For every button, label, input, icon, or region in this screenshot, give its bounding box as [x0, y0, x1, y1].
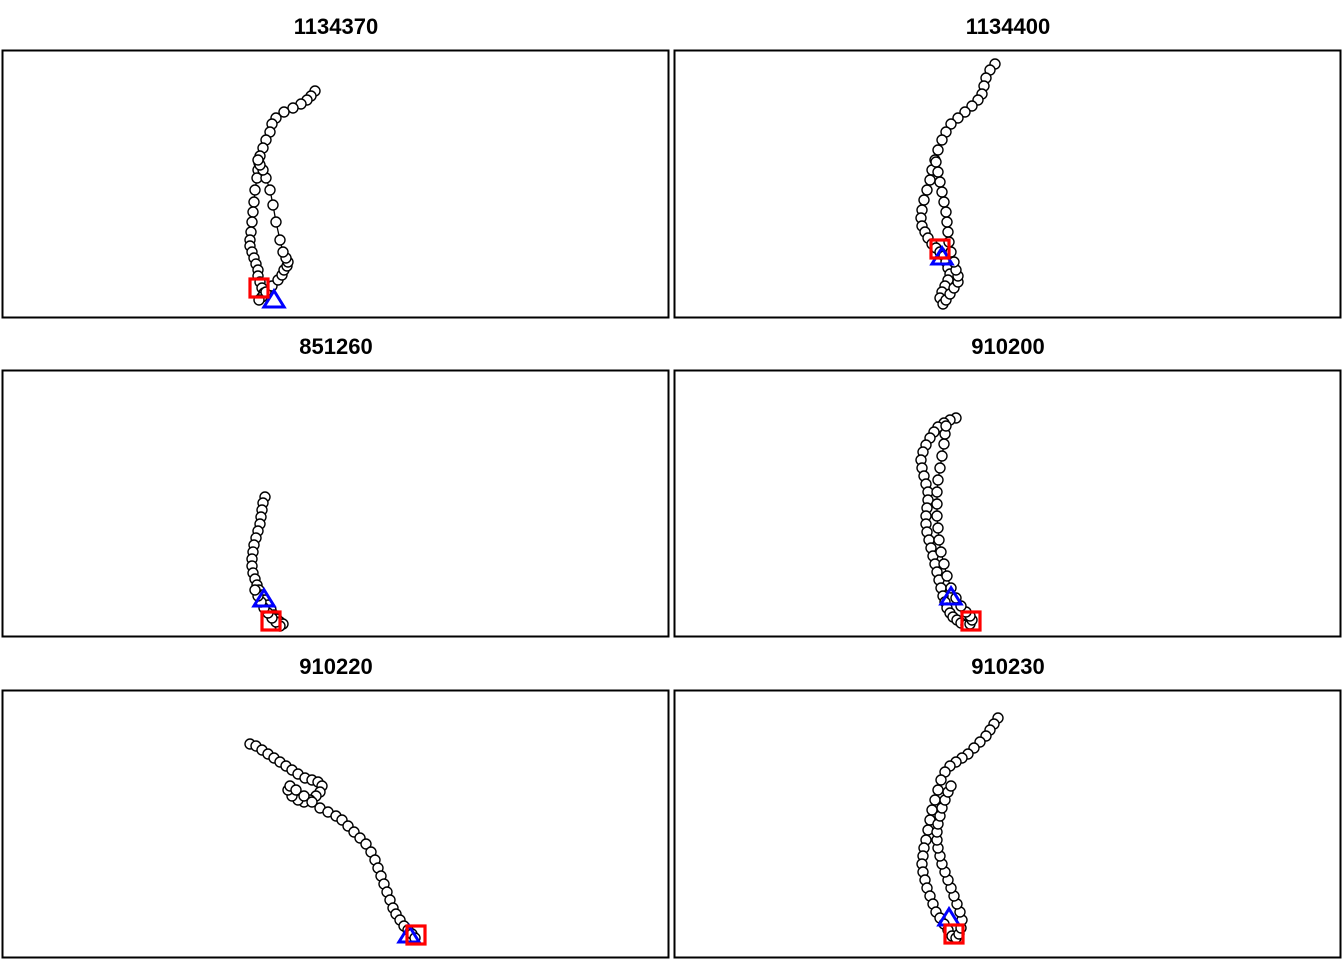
track-point	[249, 584, 261, 596]
end-marker	[929, 238, 951, 260]
track-point	[934, 176, 946, 188]
panel-frame	[1, 689, 670, 959]
track-point	[298, 790, 310, 802]
track-point	[290, 784, 302, 796]
track-point	[945, 780, 957, 792]
track-point	[941, 570, 953, 582]
track-point	[959, 106, 971, 118]
panel-marks	[915, 412, 982, 632]
panel-frame	[1, 49, 670, 319]
track-point	[246, 216, 258, 228]
start-marker	[396, 922, 422, 944]
track-point	[938, 438, 950, 450]
track-point	[924, 174, 936, 186]
panel-1134400: 1134400	[673, 14, 1342, 319]
track-point	[918, 194, 930, 206]
end-marker	[960, 610, 982, 632]
track-point	[247, 206, 259, 218]
panel-title: 851260	[299, 334, 372, 359]
panel-marks	[244, 738, 427, 946]
panel-frame	[673, 49, 1342, 319]
start-marker	[929, 244, 955, 266]
track-point	[264, 184, 276, 196]
panel-marks	[915, 58, 1001, 310]
track-point	[940, 206, 952, 218]
track-point	[966, 100, 978, 112]
track-point	[935, 546, 947, 558]
panel-frame	[673, 689, 1342, 959]
panel-title: 1134370	[294, 14, 378, 39]
track-point	[936, 134, 948, 146]
panel-frame	[673, 369, 1342, 638]
track-point	[931, 510, 943, 522]
track-point	[936, 450, 948, 462]
track-point	[936, 186, 948, 198]
track-point	[931, 486, 943, 498]
track-point	[932, 784, 944, 796]
track-point	[932, 474, 944, 486]
end-marker	[248, 277, 270, 299]
track-point	[932, 144, 944, 156]
end-marker	[943, 923, 965, 945]
track-point	[932, 166, 944, 178]
track-point	[278, 106, 290, 118]
track-point	[248, 196, 260, 208]
start-marker	[251, 586, 277, 608]
panel-851260: 851260	[1, 334, 670, 638]
track-point	[277, 246, 289, 258]
panel-title: 910200	[971, 334, 1044, 359]
panel-1134370: 1134370	[1, 14, 670, 319]
end-marker	[405, 924, 427, 946]
panel-marks	[244, 85, 321, 309]
end-marker	[260, 610, 282, 632]
track-point	[922, 824, 934, 836]
track-point	[249, 184, 261, 196]
panel-910230: 910230	[673, 654, 1342, 959]
panel-frame	[1, 369, 670, 638]
track-point	[952, 112, 964, 124]
track-point	[921, 184, 933, 196]
track-point	[931, 498, 943, 510]
track-point	[945, 118, 957, 130]
start-marker	[938, 584, 964, 606]
track-point	[306, 796, 318, 808]
panel-910200: 910200	[673, 334, 1342, 638]
track-point	[252, 154, 264, 166]
panel-title: 910230	[971, 654, 1044, 679]
track-point	[274, 234, 286, 246]
panel-marks	[916, 712, 1004, 945]
track-point	[938, 196, 950, 208]
track-point	[267, 199, 279, 211]
track-point	[933, 534, 945, 546]
panel-marks	[246, 491, 289, 632]
track-point	[360, 838, 372, 850]
track-point	[934, 462, 946, 474]
track-point	[942, 226, 954, 238]
track-point	[929, 794, 941, 806]
track-point	[930, 156, 942, 168]
track-point	[270, 216, 282, 228]
track-point	[940, 420, 952, 432]
track-point	[935, 774, 947, 786]
panel-title: 910220	[299, 654, 372, 679]
panel-title: 1134400	[966, 14, 1050, 39]
track-point	[941, 216, 953, 228]
panel-910220: 910220	[1, 654, 670, 959]
start-marker	[261, 287, 287, 309]
track-point	[938, 558, 950, 570]
track-point	[932, 522, 944, 534]
